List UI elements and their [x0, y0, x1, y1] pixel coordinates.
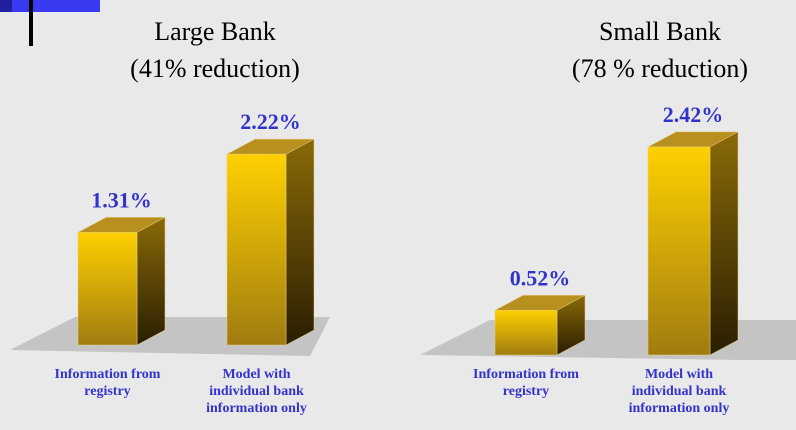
bar-side [136, 216, 166, 346]
bar-front [647, 146, 711, 356]
bar-front [494, 310, 558, 356]
category-label-box: Information from registry [54, 367, 161, 399]
bar [647, 131, 739, 356]
bar [494, 294, 586, 356]
category-label: Information from registry [473, 367, 579, 399]
floor [420, 320, 796, 360]
chart-subtitle: (78 % reduction) [572, 54, 748, 83]
bar-side [709, 131, 739, 356]
bar-top [226, 138, 315, 155]
bar-top [494, 295, 586, 311]
category-label: Information from registry [54, 367, 161, 399]
bar-top [647, 131, 739, 148]
decor-square [0, 0, 12, 12]
chart-title: Small Bank [599, 17, 721, 46]
bar [77, 216, 166, 346]
decor-bar [29, 0, 33, 46]
decor-square [0, 0, 100, 12]
bar-front [226, 153, 287, 346]
chart-subtitle: (41% reduction) [130, 54, 300, 83]
value-label: 1.31% [91, 187, 152, 212]
bar-top [77, 217, 166, 233]
category-label-box: Model with individual bank information o… [206, 367, 307, 416]
category-label: Model with individual bank information o… [206, 367, 307, 416]
category-label: Model with individual bank information o… [628, 367, 730, 416]
chart-title: Large Bank [154, 17, 276, 46]
value-label: 2.22% [240, 109, 301, 134]
category-label-box: Information from registry [473, 367, 579, 399]
category-label-box: Model with individual bank information o… [628, 367, 730, 416]
bar [226, 138, 315, 346]
bar-side [285, 138, 315, 346]
value-label: 2.42% [663, 102, 724, 127]
bar-front [77, 232, 138, 346]
value-label: 0.52% [510, 265, 571, 290]
